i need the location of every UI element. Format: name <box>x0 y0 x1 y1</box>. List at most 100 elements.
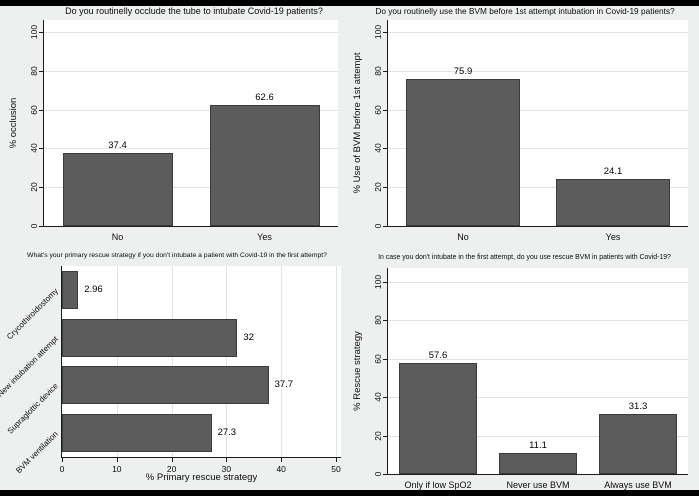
value-label: 11.1 <box>529 439 547 451</box>
x-tick-mark <box>116 458 118 462</box>
chart-title-rescue-bvm: In case you don't intubate in the first … <box>378 254 671 261</box>
x-tick-label: 50 <box>331 464 341 474</box>
y-tick-mark <box>383 32 387 33</box>
bar <box>62 153 173 226</box>
grid-line <box>226 266 228 457</box>
y-tick-mark <box>383 358 387 360</box>
x-axis-title-primary-rescue-strategy: % Primary rescue strategy <box>145 472 258 483</box>
y-axis-title-occlusion: % occlusion <box>8 97 19 149</box>
bar <box>599 413 677 474</box>
bar <box>406 78 520 226</box>
value-label: 57.6 <box>428 350 448 362</box>
y-tick-label: 20 <box>29 182 39 192</box>
y-tick-label: 0 <box>373 223 383 229</box>
y-tick-mark <box>383 148 387 150</box>
x-tick-label: 20 <box>166 464 177 474</box>
y-tick-mark <box>383 435 387 437</box>
category-label: No <box>111 232 124 242</box>
x-tick-mark <box>171 458 173 462</box>
grid-line <box>44 32 338 33</box>
y-tick-label: 0 <box>29 223 39 229</box>
y-tick-label: 100 <box>373 274 383 290</box>
y-tick-mark <box>383 109 387 111</box>
grid-line <box>171 266 173 457</box>
y-tick-mark <box>39 70 43 72</box>
y-tick-label: 20 <box>373 182 383 192</box>
y-tick-mark <box>39 109 43 111</box>
y-tick-label: 60 <box>373 354 383 364</box>
x-axis-line <box>387 474 688 475</box>
y-tick-label: 60 <box>29 104 39 115</box>
grid-line <box>388 397 688 399</box>
value-label: 37.7 <box>274 379 294 391</box>
y-tick-label: 80 <box>29 66 39 76</box>
category-label: Never use BVM <box>506 480 570 490</box>
x-axis-line <box>61 457 341 458</box>
bar <box>62 270 79 309</box>
y-axis-line <box>43 20 44 227</box>
y-tick-mark <box>39 148 43 150</box>
x-tick-label: 30 <box>221 464 232 474</box>
bar <box>62 414 212 453</box>
grid-line <box>388 435 688 437</box>
y-tick-label: 40 <box>373 143 383 154</box>
y-tick-mark <box>383 70 387 72</box>
category-label: Always use BVM <box>604 480 672 490</box>
y-tick-mark <box>39 32 43 33</box>
grid-line <box>44 70 338 72</box>
x-axis-line <box>43 226 338 227</box>
bottom-frame-bar <box>0 490 699 496</box>
y-tick-mark <box>383 474 387 475</box>
y-tick-label: 40 <box>373 392 383 402</box>
y-axis-line <box>387 20 388 227</box>
grid-line <box>388 358 688 360</box>
value-label: 24.1 <box>603 166 623 178</box>
y-tick-mark <box>383 187 387 189</box>
y-axis-line <box>61 266 62 458</box>
y-tick-label: 100 <box>29 24 39 40</box>
y-tick-mark <box>39 187 43 189</box>
bar <box>209 104 320 226</box>
grid-line <box>388 109 688 111</box>
grid-line <box>388 187 688 189</box>
category-label: Yes <box>605 232 621 242</box>
y-tick-mark <box>39 226 43 227</box>
value-label: 2.96 <box>84 283 103 295</box>
bar <box>62 366 269 405</box>
x-tick-mark <box>226 458 228 462</box>
y-tick-label: 80 <box>373 66 383 76</box>
y-tick-label: 80 <box>373 315 383 326</box>
y-tick-label: 40 <box>29 143 39 154</box>
category-label: Only if low SpO2 <box>404 480 472 490</box>
y-tick-label: 20 <box>373 430 383 441</box>
y-axis-line <box>387 268 388 475</box>
y-tick-mark <box>383 226 387 227</box>
x-tick-label: 10 <box>112 464 122 474</box>
x-tick-mark <box>281 458 283 462</box>
y-tick-mark <box>383 282 387 283</box>
grid-line <box>44 148 338 150</box>
chart-title-bvm-before-first-attempt: Do you routinelly use the BVM before 1st… <box>375 6 675 16</box>
grid-line <box>44 109 338 111</box>
bar <box>556 179 670 226</box>
value-label: 31.3 <box>628 400 648 412</box>
y-axis-title-bvm-before-first-attempt: % Use of BVM before 1st attempt <box>352 52 363 194</box>
category-label: No <box>457 232 469 242</box>
chart-title-primary-rescue-strategy: What's your primary rescue strategy if y… <box>27 252 327 259</box>
grid-line <box>116 266 118 457</box>
grid-line <box>281 266 283 457</box>
value-label: 37.4 <box>108 140 127 152</box>
category-label: Yes <box>257 232 272 242</box>
value-label: 27.3 <box>217 427 237 439</box>
bar <box>399 363 477 474</box>
grid-line <box>388 32 688 33</box>
x-tick-mark <box>62 458 63 462</box>
grid-line <box>388 148 688 150</box>
grid-line <box>388 320 688 322</box>
y-tick-mark <box>383 320 387 322</box>
grid-line <box>388 282 688 283</box>
grid-line <box>44 187 338 189</box>
grid-line <box>388 70 688 72</box>
grid-line <box>336 266 337 457</box>
value-label: 62.6 <box>255 91 274 103</box>
